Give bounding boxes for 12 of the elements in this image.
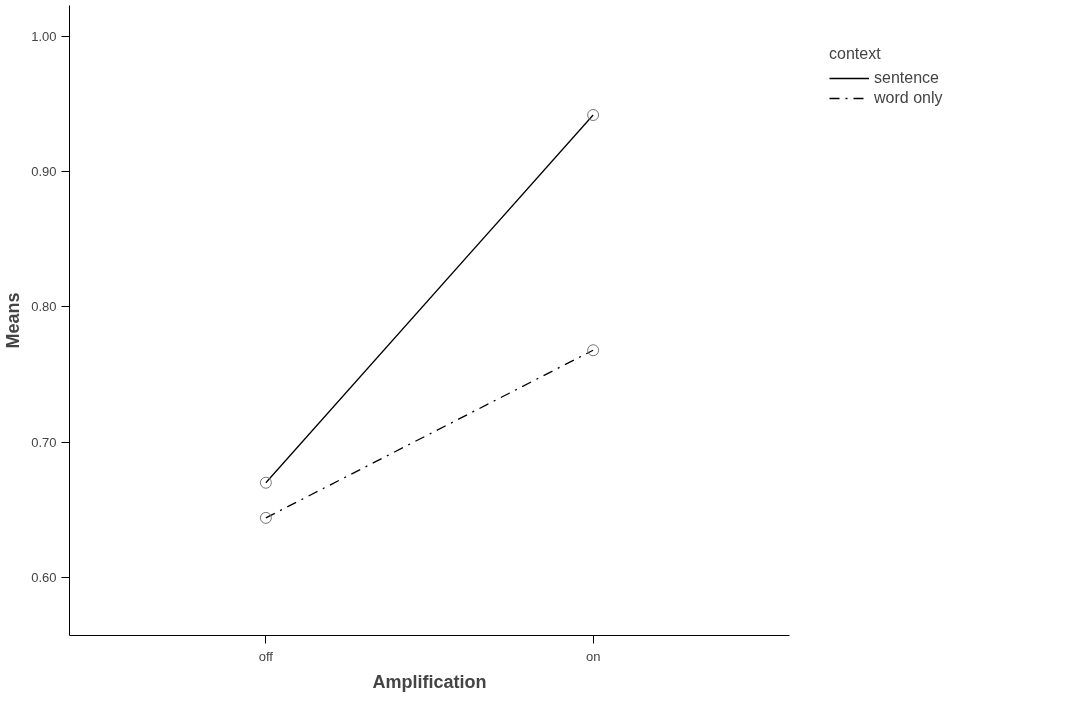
y-tick-label: 1.00 bbox=[31, 29, 57, 45]
x-tick-label: on bbox=[585, 648, 601, 664]
y-axis-title: Means bbox=[3, 292, 24, 349]
legend-label: sentence bbox=[874, 69, 939, 87]
y-tick-label: 0.60 bbox=[31, 569, 57, 585]
x-tick-label: off bbox=[258, 648, 274, 664]
y-tick-label: 0.90 bbox=[31, 164, 57, 180]
legend-label: word only bbox=[874, 89, 943, 107]
legend-title: context bbox=[829, 45, 882, 63]
y-tick-label: 0.80 bbox=[31, 299, 57, 315]
y-tick-label: 0.70 bbox=[31, 434, 57, 450]
x-axis-title: Amplification bbox=[372, 671, 487, 692]
